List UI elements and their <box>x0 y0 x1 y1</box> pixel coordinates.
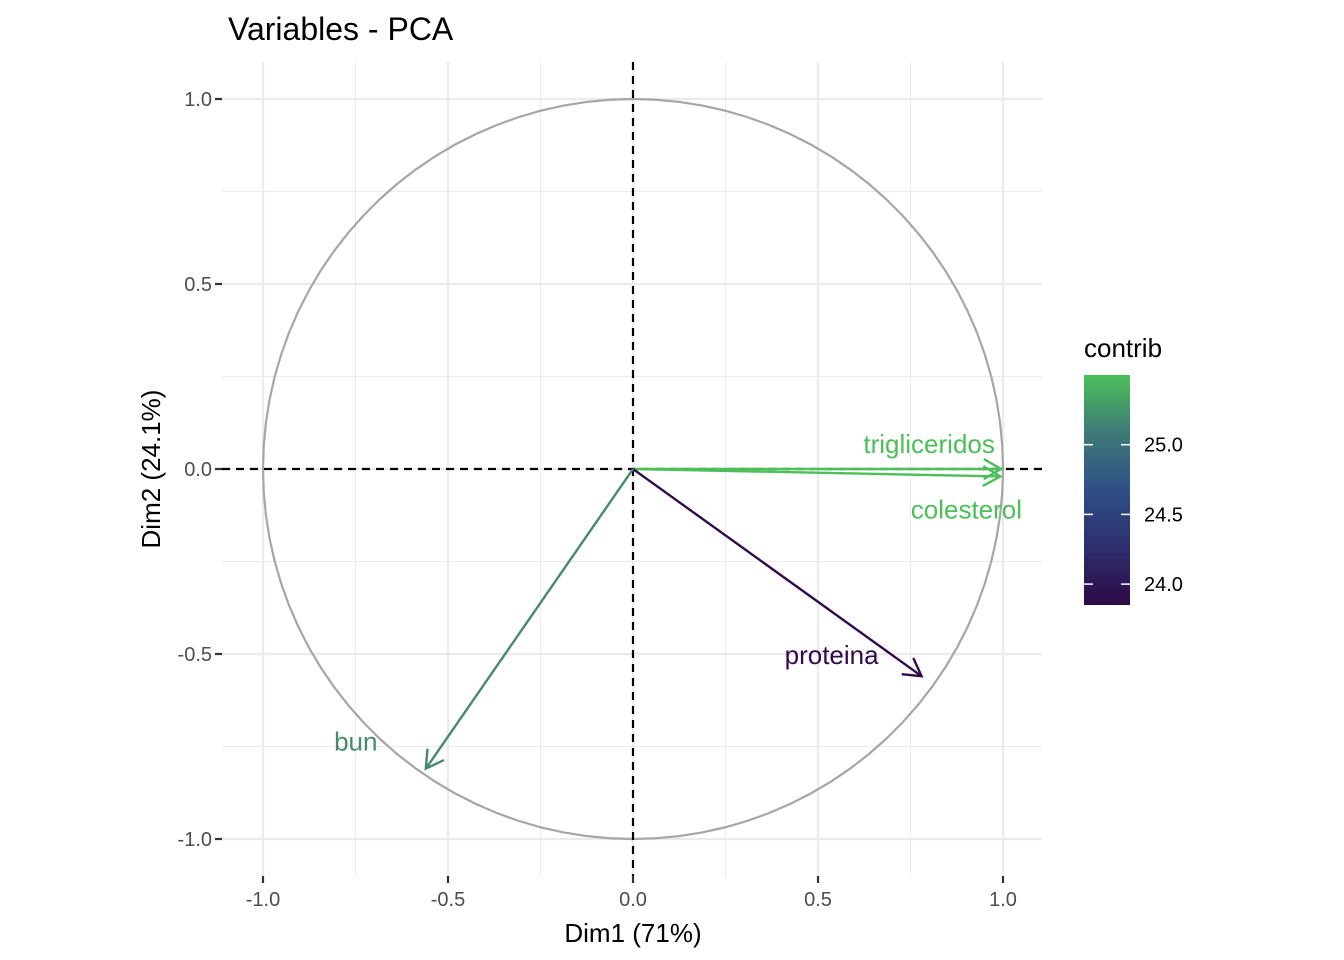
correlation-circle-layer <box>261 97 1005 841</box>
arrowhead-colesterol <box>982 465 1003 488</box>
legend-tick-label-0: 24.0 <box>1144 574 1183 596</box>
y-axis-title: Dim2 (24.1%) <box>136 390 166 549</box>
chart-title: Variables - PCA <box>228 11 454 47</box>
legend-colorbar <box>1084 375 1130 605</box>
label-trigliceridos: trigliceridos <box>863 429 995 459</box>
arrow-colesterol <box>632 467 1001 478</box>
legend-ticks: 24.0 24.5 25.0 <box>1084 435 1183 596</box>
variable-arrows <box>424 458 1004 771</box>
legend-title: contrib <box>1084 333 1162 363</box>
x-tick-label-3: 0.5 <box>804 889 832 911</box>
x-axis-title: Dim1 (71%) <box>564 918 701 948</box>
y-tick-label-2: 0.0 <box>184 459 212 481</box>
label-colesterol: colesterol <box>911 494 1022 524</box>
x-tick-label-0: -1.0 <box>246 889 280 911</box>
arrow-proteina <box>632 468 923 678</box>
variable-labels: trigliceridos colesterol proteina bun <box>334 429 1022 757</box>
legend-tick-label-2: 25.0 <box>1144 435 1183 457</box>
x-axis: -1.0 -0.5 0.0 0.5 1.0 <box>246 876 1017 911</box>
y-tick-label-4: 1.0 <box>184 89 212 111</box>
unit-circle <box>261 97 1005 841</box>
x-tick-label-1: -0.5 <box>431 889 465 911</box>
y-tick-label-1: -0.5 <box>178 644 212 666</box>
contrib-legend: contrib 24.0 24.5 25.0 <box>1084 333 1183 605</box>
x-tick-label-4: 1.0 <box>989 889 1017 911</box>
y-tick-label-3: 0.5 <box>184 274 212 296</box>
y-axis: -1.0 -0.5 0.0 0.5 1.0 <box>178 89 222 851</box>
arrowhead-bun <box>424 748 445 771</box>
arrowhead-proteina <box>901 657 924 678</box>
x-tick-label-2: 0.0 <box>619 889 647 911</box>
label-bun: bun <box>334 727 377 757</box>
arrow-bun <box>424 468 634 770</box>
label-proteina: proteina <box>785 640 879 670</box>
legend-tick-label-1: 24.5 <box>1144 504 1183 526</box>
y-tick-label-0: -1.0 <box>178 829 212 851</box>
